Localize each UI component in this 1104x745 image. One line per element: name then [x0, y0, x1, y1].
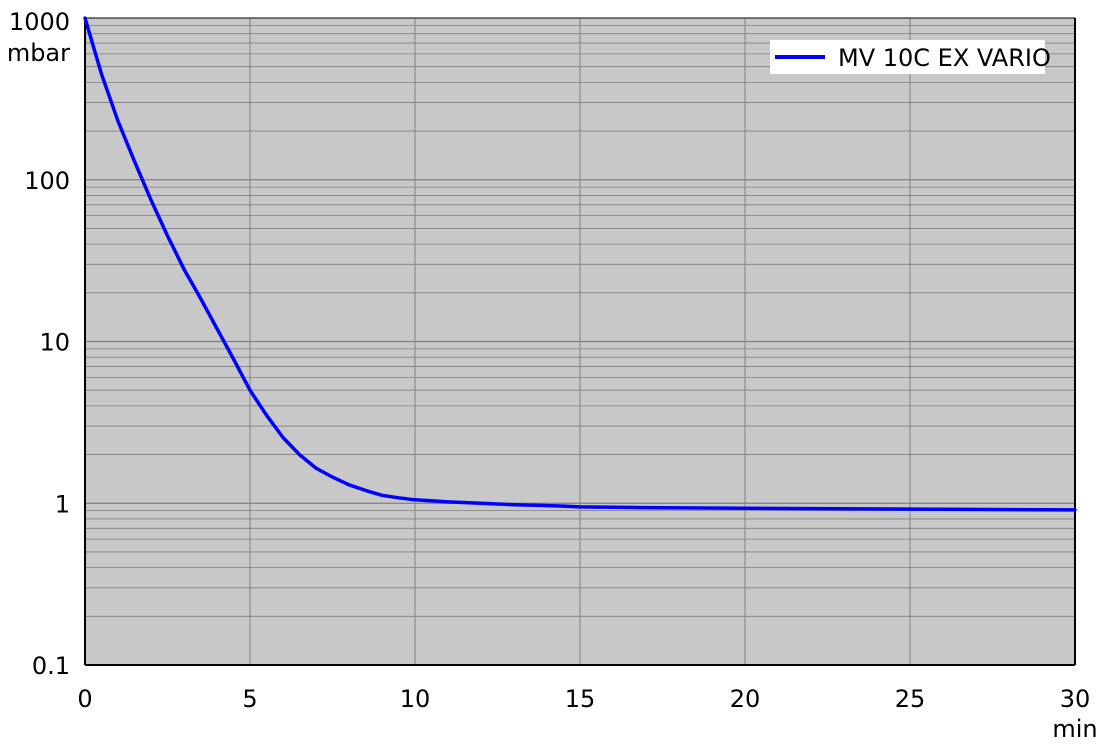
y-tick-label: 0.1 — [32, 652, 70, 680]
x-tick-label: 30 — [1060, 685, 1091, 713]
x-tick-label: 0 — [77, 685, 92, 713]
x-tick-label: 20 — [730, 685, 761, 713]
x-tick-label: 10 — [400, 685, 431, 713]
tick-labels: 0 5 10 15 20 25 30 1000 100 10 1 0.1 — [9, 8, 1090, 713]
x-tick-label: 25 — [895, 685, 926, 713]
legend-label: MV 10C EX VARIO — [838, 44, 1051, 72]
series-line — [83, 16, 1077, 512]
y-tick-label: 100 — [24, 167, 70, 195]
y-tick-label: 10 — [39, 329, 70, 357]
x-tick-label: 5 — [242, 685, 257, 713]
grid — [84, 18, 1076, 666]
y-unit-label: mbar — [7, 39, 70, 67]
legend: MV 10C EX VARIO — [770, 40, 1051, 74]
x-unit-label: min — [1052, 715, 1097, 743]
y-tick-label: 1 — [55, 490, 70, 518]
axes — [84, 17, 1076, 666]
y-tick-label: 1000 — [9, 8, 70, 36]
x-tick-label: 15 — [565, 685, 596, 713]
series — [83, 16, 1077, 512]
